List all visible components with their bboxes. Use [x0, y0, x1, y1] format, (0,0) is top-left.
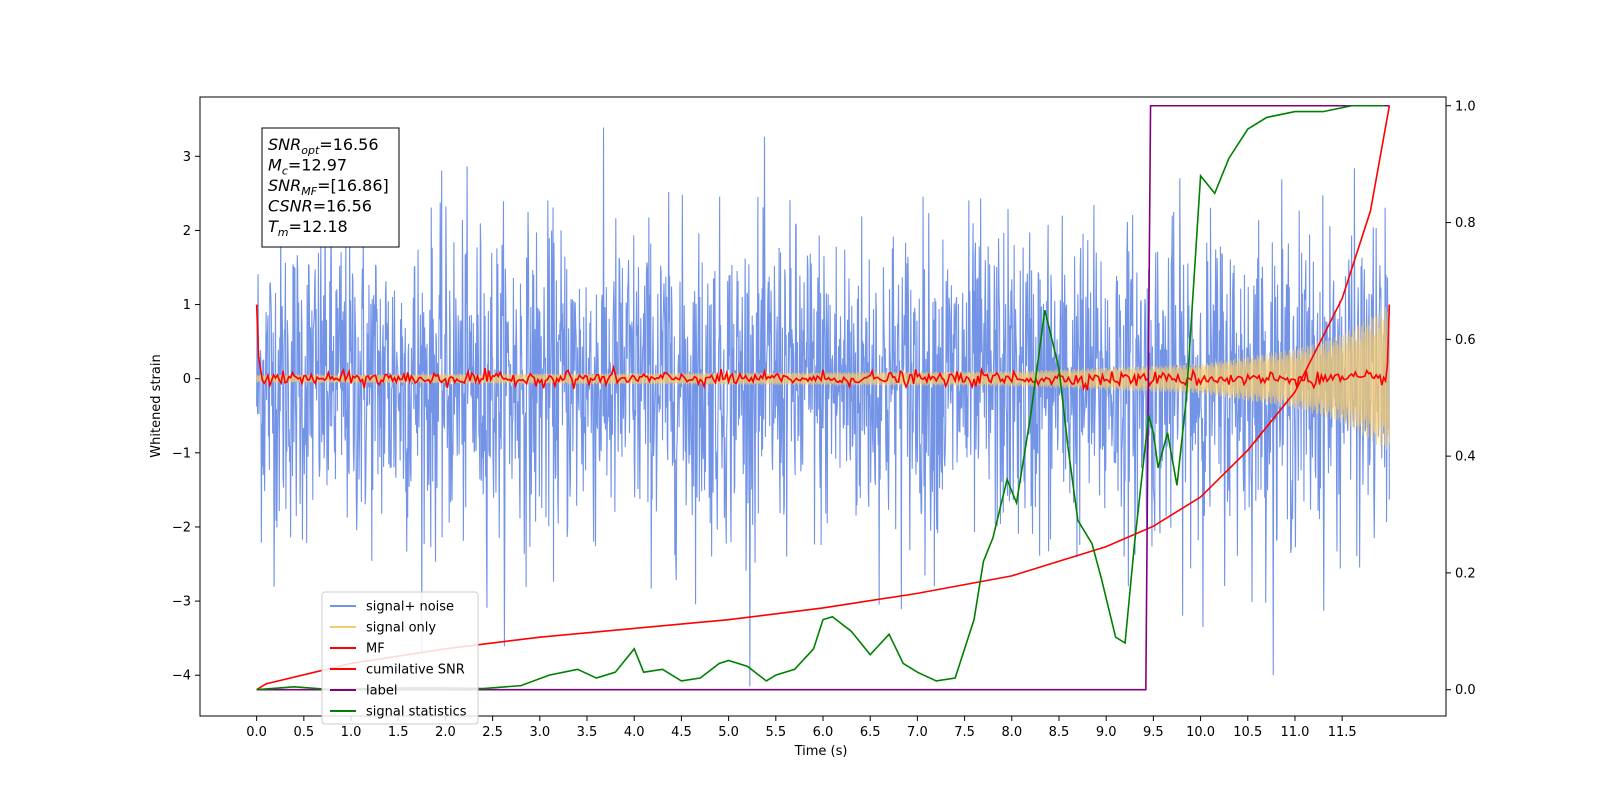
- annotation-symbol: SNR: [268, 176, 301, 195]
- y-tick-label: 0: [183, 372, 191, 387]
- y-tick-label: −3: [172, 595, 191, 610]
- x-axis: 0.0 0.5 1.0 1.5 2.0 2.5 3.0 3.5 4.0 4.5 5.0 5.5 6.0 6…: [246, 716, 1357, 740]
- x-tick-label: 4.5: [671, 725, 692, 740]
- annotation-line: Tm=12.18: [268, 217, 348, 239]
- annotation-frame: [261, 127, 400, 248]
- x-tick-label: 10.0: [1186, 725, 1215, 740]
- y2-tick-label: 0.2: [1455, 566, 1476, 581]
- legend-label: signal statistics: [366, 705, 467, 720]
- x-tick-label: 3.5: [577, 725, 598, 740]
- annotation-line: SNRopt=16.56: [268, 135, 379, 157]
- x-tick-label: 7.5: [954, 725, 975, 740]
- annotation-symbol: T: [268, 217, 279, 236]
- annotation-value: =16.56: [319, 135, 378, 154]
- legend-label: label: [366, 684, 397, 699]
- y2-tick-label: 0.8: [1455, 216, 1476, 231]
- x-tick-label: 0.0: [246, 725, 267, 740]
- x-tick-label: 8.0: [1001, 725, 1022, 740]
- y-tick-label: 1: [183, 298, 191, 313]
- legend-label: MF: [366, 642, 385, 657]
- annotation-line: Mc=12.97: [268, 156, 347, 178]
- annotation-subscript: opt: [301, 144, 320, 157]
- legend-label: signal+ noise: [366, 600, 454, 615]
- annotation-subscript: MF: [301, 185, 317, 198]
- x-tick-label: 11.0: [1280, 725, 1309, 740]
- x-tick-label: 0.5: [293, 725, 314, 740]
- y-tick-label: −2: [172, 520, 191, 535]
- x-tick-label: 5.0: [718, 725, 739, 740]
- x-tick-label: 8.5: [1049, 725, 1070, 740]
- annotation-symbol: CSNR: [268, 197, 313, 216]
- annotation-value: =16.56: [313, 197, 372, 216]
- legend: signal+ noise signal only MF cumilative SNR…: [321, 591, 479, 725]
- x-axis-label: Time (s): [794, 744, 848, 759]
- y-axis-left: 3 2 1 0 −1 −2 −3 −4: [172, 150, 200, 684]
- y-axis-right: 1.0 0.8 0.6 0.4 0.2 0.0: [1446, 99, 1476, 698]
- x-tick-label: 10.5: [1233, 725, 1262, 740]
- x-tick-label: 7.0: [907, 725, 928, 740]
- annotation-symbol: M: [268, 156, 282, 175]
- annotation-value: =[16.86]: [317, 176, 389, 195]
- annotation-line: SNRMF=[16.86]: [268, 176, 389, 198]
- x-tick-label: 9.5: [1143, 725, 1164, 740]
- series-label: [256, 104, 1390, 691]
- x-tick-label: 2.5: [482, 725, 503, 740]
- series-mf: [255, 304, 1391, 392]
- x-tick-label: 2.0: [435, 725, 456, 740]
- annotation-line: CSNR=16.56: [268, 197, 372, 216]
- x-tick-label: 9.0: [1096, 725, 1117, 740]
- y2-tick-label: 0.6: [1455, 333, 1476, 348]
- legend-label: cumilative SNR: [366, 663, 465, 678]
- x-tick-label: 4.0: [624, 725, 645, 740]
- series-signal-plus-noise: [256, 127, 1390, 687]
- x-tick-label: 6.5: [860, 725, 881, 740]
- annotation-value: =12.18: [289, 217, 348, 236]
- annotation-subscript: m: [278, 226, 289, 239]
- series-signal-statistics: [256, 104, 1385, 691]
- y2-tick-label: 1.0: [1455, 99, 1476, 114]
- legend-label: signal only: [366, 621, 436, 636]
- x-tick-label: 1.0: [341, 725, 362, 740]
- annotation-value: =12.97: [288, 156, 347, 175]
- legend-frame: [321, 591, 479, 725]
- y2-tick-label: 0.4: [1455, 450, 1476, 465]
- x-tick-label: 3.0: [529, 725, 550, 740]
- x-tick-label: 6.0: [813, 725, 834, 740]
- x-tick-label: 5.5: [765, 725, 786, 740]
- y-tick-label: −1: [172, 446, 191, 461]
- y-tick-label: 2: [183, 224, 191, 239]
- annotation-symbol: SNR: [268, 135, 301, 154]
- annotation-subscript: c: [282, 165, 288, 178]
- y-axis-label: Whitened strain: [149, 354, 164, 457]
- y-tick-label: −4: [172, 669, 191, 684]
- x-tick-label: 1.5: [388, 725, 409, 740]
- y2-tick-label: 0.0: [1455, 683, 1476, 698]
- annotation-box: SNRopt=16.56Mc=12.97SNRMF=[16.86]CSNR=16…: [261, 127, 400, 248]
- y-tick-label: 3: [183, 150, 191, 165]
- x-tick-label: 11.5: [1328, 725, 1357, 740]
